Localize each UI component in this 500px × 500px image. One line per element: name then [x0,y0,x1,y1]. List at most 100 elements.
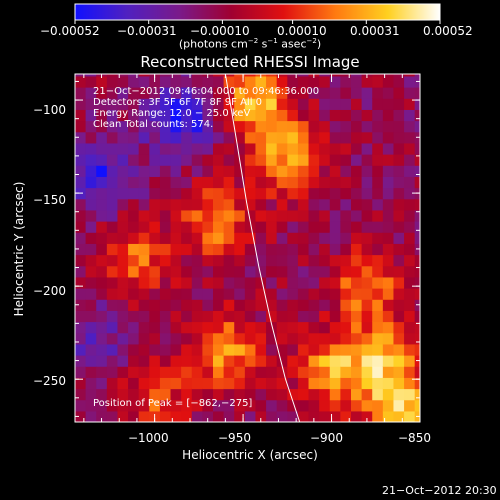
heatmap-cell [266,377,278,390]
heatmap-cell [287,87,299,99]
heatmap-cell [276,243,288,256]
heatmap-cell [276,299,288,311]
heatmap-cell [372,131,384,144]
heatmap-cell [213,187,225,200]
heatmap-cell [244,332,257,345]
heatmap-cell [149,221,161,233]
heatmap-cell [414,74,420,77]
heatmap-cell [393,131,405,144]
heatmap-cell [170,109,182,122]
heatmap-cell [96,343,108,356]
heatmap-cell [404,209,416,222]
heatmap-cell [117,343,129,356]
heatmap-cell [287,310,299,323]
heatmap-cell [159,343,172,356]
heatmap-cell [244,355,257,367]
heatmap-cell [287,299,299,311]
heatmap-cell [340,388,352,401]
heatmap-cell [234,232,246,244]
heatmap-cell [170,142,182,155]
heatmap-cell [159,332,172,345]
heatmap-cell [96,310,108,323]
heatmap-cell [244,377,257,390]
heatmap-cell [117,410,129,422]
heatmap-cell [234,343,246,356]
heatmap-cell [181,87,193,99]
heatmap-cell [297,343,310,356]
heatmap-cell [213,221,225,233]
heatmap-cell [75,198,87,211]
heatmap-cell [117,265,129,278]
heatmap-cell [244,154,257,166]
heatmap-cell [297,388,310,401]
heatmap-cell [213,154,225,166]
heatmap-cell [202,265,214,278]
heatmap-cell [319,75,331,88]
heatmap-cell [319,221,331,233]
heatmap-cell [340,321,352,334]
heatmap-cell [106,265,119,278]
heatmap-cell [244,343,257,356]
heatmap-cell [414,109,420,122]
heatmap-cell [223,377,235,390]
heatmap-cell [170,209,182,222]
heatmap-cell [213,410,225,422]
heatmap-cell [361,254,373,267]
heatmap-cell [75,120,87,133]
heatmap-cell [404,154,416,166]
heatmap-cell [75,109,87,122]
heatmap-cell [297,209,310,222]
heatmap-cell [308,109,320,122]
heatmap-cell [106,276,119,289]
heatmap-cell [234,388,246,401]
colorbar-units: (photons cm−2 s−1 asec−2) [100,37,400,51]
heatmap-cell [319,232,331,244]
heatmap-cell [340,198,352,211]
heatmap-cell [266,98,278,110]
heatmap-cell [117,198,129,211]
heatmap-cell [223,176,235,189]
heatmap-cell [191,299,203,311]
heatmap-cell [96,209,108,222]
heatmap-cell [191,321,203,334]
heatmap-cell [361,288,373,300]
heatmap-cell [128,276,140,289]
observation-time: 21−Oct−2012 09:46:04.000 to 09:46:36.000 [93,86,320,97]
heatmap-cell [181,265,193,278]
heatmap-cell [404,74,416,77]
heatmap-cell [266,120,278,133]
heatmap-cell [96,254,108,267]
heatmap-cell [319,299,331,311]
heatmap-cell [234,165,246,177]
heatmap-cell [276,310,288,323]
heatmap-cell [329,276,341,289]
heatmap-cell [255,165,267,177]
heatmap-cell [85,176,97,189]
heatmap-cell [340,154,352,166]
colorbar-tick-label: −0.00031 [117,24,177,38]
heatmap-cell [287,343,299,356]
heatmap-cell [393,120,405,133]
heatmap-cell [382,198,395,211]
heatmap-cell [404,109,416,122]
heatmap-cell [128,98,140,110]
heatmap-cell [382,265,395,278]
heatmap-cell [223,98,235,110]
heatmap-cell [234,187,246,200]
heatmap-cell [138,87,150,99]
heatmap-cell [223,109,235,122]
heatmap-cell [255,299,267,311]
heatmap-cell [170,399,182,412]
heatmap-cell [276,321,288,334]
heatmap-cell [223,299,235,311]
heatmap-cell [234,142,246,155]
heatmap-cell [159,176,172,189]
heatmap-cell [319,131,331,144]
heatmap-cell [106,221,119,233]
heatmap-cell [372,187,384,200]
heatmap-cell [181,388,193,401]
heatmap-cell [191,410,203,422]
heatmap-cell [297,276,310,289]
heatmap-cell [319,366,331,378]
